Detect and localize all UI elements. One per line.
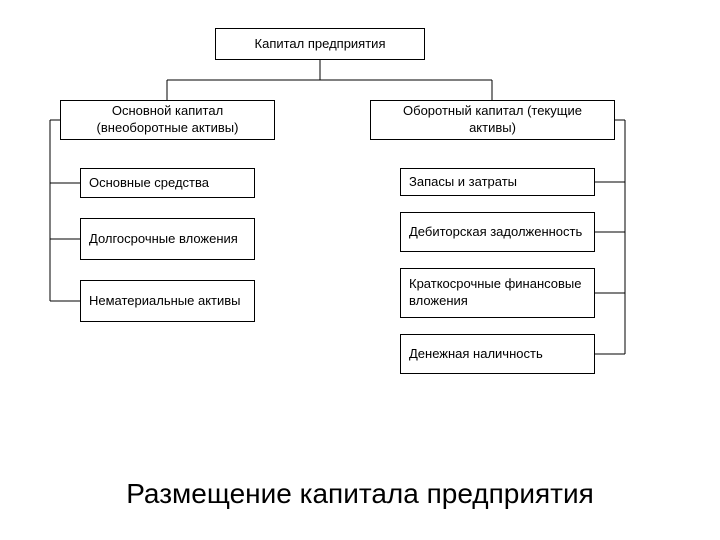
node-root: Капитал предприятия [215,28,425,60]
diagram-caption: Размещение капитала предприятия [0,478,720,510]
node-right-branch: Оборотный капитал (текущие активы) [370,100,615,140]
node-r2: Дебиторская задолженность [400,212,595,252]
org-chart: Капитал предприятия Основной капитал (вн… [0,0,720,430]
connector-lines [0,0,720,430]
node-r1: Запасы и затраты [400,168,595,196]
node-l1: Основные средства [80,168,255,198]
node-left-branch: Основной капитал (внеоборотные активы) [60,100,275,140]
node-l3: Нематериальные активы [80,280,255,322]
node-r3: Краткосрочные финансовые вложения [400,268,595,318]
node-r4: Денежная наличность [400,334,595,374]
node-l2: Долгосрочные вложения [80,218,255,260]
